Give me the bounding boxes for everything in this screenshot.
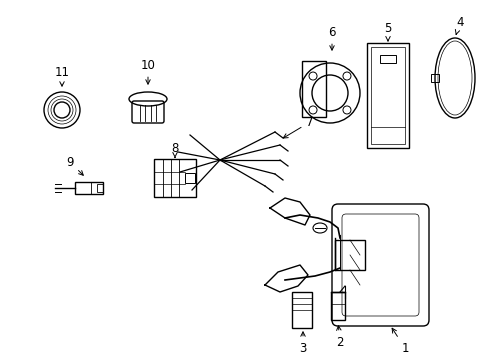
Bar [370,47,404,144]
Text: 2: 2 [336,326,343,348]
Bar [302,61,325,117]
Text: 10: 10 [140,59,155,84]
Text: 5: 5 [384,22,391,41]
Bar [366,43,408,148]
Text: 11: 11 [54,66,69,86]
Bar [97,184,103,192]
Bar [291,292,311,328]
Text: 3: 3 [299,332,306,355]
Text: 4: 4 [454,15,463,35]
Text: 1: 1 [391,328,408,355]
Text: 8: 8 [171,141,178,157]
Bar [75,182,103,194]
Bar [430,74,438,82]
Bar [154,159,196,197]
Bar [330,292,345,320]
Bar [379,55,395,63]
Bar [184,173,195,183]
Bar [334,240,364,270]
Text: 6: 6 [327,26,335,50]
Text: 9: 9 [66,156,83,175]
Text: 7: 7 [283,116,313,138]
